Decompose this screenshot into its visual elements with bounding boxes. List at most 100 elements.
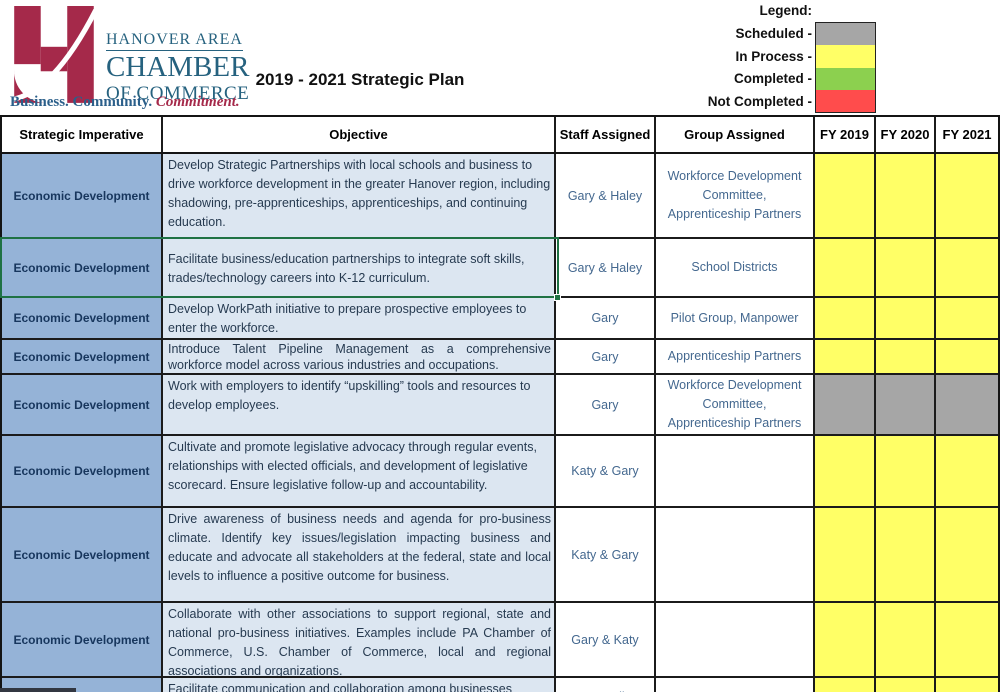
group-cell[interactable]: Workforce Development Committee, Apprent… — [656, 375, 815, 434]
imperative-cell[interactable]: Economic Development — [2, 298, 163, 338]
staff-cell[interactable]: Gary & Katy — [556, 603, 656, 676]
fy2019-status-cell[interactable] — [815, 298, 876, 338]
imperative-cell[interactable]: Economic Development — [2, 603, 163, 676]
staff-cell[interactable]: Gary & Haley — [556, 239, 656, 296]
logo-line-1: HANOVER AREA — [106, 32, 243, 51]
column-header-fy-2020[interactable]: FY 2020 — [876, 117, 936, 152]
fy2020-status-cell[interactable] — [876, 340, 936, 373]
fy2019-status-cell[interactable] — [815, 375, 876, 434]
legend-heading: Legend: — [759, 3, 813, 18]
imperative-cell[interactable]: Economic Development — [2, 375, 163, 434]
imperative-cell[interactable]: Economic Development — [2, 340, 163, 373]
column-header-fy-2019[interactable]: FY 2019 — [815, 117, 876, 152]
column-header-fy-2021[interactable]: FY 2021 — [936, 117, 998, 152]
table-row: Economic Development Introduce Talent Pip… — [2, 340, 998, 375]
imperative-cell[interactable]: Economic Development — [2, 436, 163, 506]
group-cell[interactable] — [656, 678, 815, 692]
logo-line-2: CHAMBER — [106, 51, 250, 83]
objective-cell[interactable]: Develop WorkPath initiative to prepare p… — [163, 298, 556, 338]
group-cell[interactable] — [656, 436, 815, 506]
table-header-row: Strategic Imperative Objective Staff Assig… — [2, 117, 998, 154]
fy2019-status-cell[interactable] — [815, 436, 876, 506]
table-row: Economic Development Develop Strategic Pa… — [2, 154, 998, 239]
group-cell[interactable]: Apprenticeship Partners — [656, 340, 815, 373]
objective-text: Develop Strategic Partnerships with loca… — [168, 158, 551, 229]
group-cell[interactable] — [656, 603, 815, 676]
fy2021-status-cell[interactable] — [936, 508, 998, 601]
staff-cell[interactable]: Gary, Emily & — [556, 678, 656, 692]
objective-cell[interactable]: Work with employers to identify “upskill… — [163, 375, 556, 434]
fy2020-status-cell[interactable] — [876, 375, 936, 434]
fy2019-status-cell[interactable] — [815, 508, 876, 601]
fy2020-status-cell[interactable] — [876, 508, 936, 601]
fy2020-status-cell[interactable] — [876, 154, 936, 237]
table-row: Economic Development Collaborate with oth… — [2, 603, 998, 678]
fy2021-status-cell[interactable] — [936, 239, 998, 296]
fy2020-status-cell[interactable] — [876, 603, 936, 676]
column-header-staff-assigned[interactable]: Staff Assigned — [556, 117, 656, 152]
logo-line-3: OF COMMERCE — [106, 83, 250, 104]
column-header-strategic-imperative[interactable]: Strategic Imperative — [2, 117, 163, 152]
staff-cell[interactable]: Gary — [556, 340, 656, 373]
objective-text: Work with employers to identify “upskill… — [168, 379, 531, 412]
imperative-cell[interactable]: Economic Development — [2, 508, 163, 601]
objective-cell[interactable]: Develop Strategic Partnerships with loca… — [163, 154, 556, 237]
fy2021-status-cell[interactable] — [936, 298, 998, 338]
fy2019-status-cell[interactable] — [815, 678, 876, 692]
staff-cell[interactable]: Katy & Gary — [556, 508, 656, 601]
objective-cell[interactable]: Cultivate and promote legislative advoca… — [163, 436, 556, 506]
table-row: Facilitate communication and collaborati… — [2, 678, 998, 692]
objective-cell[interactable]: Collaborate with other associations to s… — [163, 603, 556, 676]
fy2019-status-cell[interactable] — [815, 340, 876, 373]
fy2021-status-cell[interactable] — [936, 678, 998, 692]
objective-text: Collaborate with other associations to s… — [168, 607, 551, 676]
imperative-cell[interactable]: Economic Development — [2, 154, 163, 237]
fy2021-status-cell[interactable] — [936, 154, 998, 237]
imperative-cell[interactable]: Economic Development — [2, 239, 163, 296]
table-row: Economic Development Develop WorkPath ini… — [2, 298, 998, 340]
table-row: Economic Development Cultivate and promot… — [2, 436, 998, 508]
plan-title: 2019 - 2021 Strategic Plan — [255, 70, 465, 89]
selection-fill-handle[interactable] — [554, 294, 561, 301]
objective-cell[interactable]: Facilitate business/education partnershi… — [163, 239, 556, 296]
legend-label-in_process: In Process - — [735, 48, 812, 64]
group-cell[interactable] — [656, 508, 815, 601]
chamber-logo: HANOVER AREA CHAMBER OF COMMERCE Busines… — [10, 6, 420, 110]
objective-cell[interactable]: Facilitate communication and collaborati… — [163, 678, 556, 692]
staff-cell[interactable]: Gary — [556, 298, 656, 338]
legend-label-completed: Completed - — [733, 71, 812, 87]
banner: HANOVER AREA CHAMBER OF COMMERCE Busines… — [0, 0, 1000, 113]
objective-cell[interactable]: Introduce Talent Pipeline Management as … — [163, 340, 556, 373]
objective-text: Facilitate business/education partnershi… — [168, 251, 525, 285]
legend-label-not_completed: Not Completed - — [707, 94, 812, 110]
legend-swatch-not_completed — [816, 89, 875, 112]
table-body: Economic Development Develop Strategic Pa… — [2, 154, 998, 692]
fy2021-status-cell[interactable] — [936, 340, 998, 373]
group-cell[interactable]: School Districts — [656, 239, 815, 296]
staff-cell[interactable]: Gary — [556, 375, 656, 434]
tagline-blue: Business. Community. — [10, 94, 156, 110]
column-header-group-assigned[interactable]: Group Assigned — [656, 117, 815, 152]
group-cell[interactable]: Workforce Development Committee, Apprent… — [656, 154, 815, 237]
fy2019-status-cell[interactable] — [815, 154, 876, 237]
column-header-objective[interactable]: Objective — [163, 117, 556, 152]
fy2020-status-cell[interactable] — [876, 436, 936, 506]
chamber-logo-icon — [10, 6, 99, 103]
fy2019-status-cell[interactable] — [815, 603, 876, 676]
fy2021-status-cell[interactable] — [936, 603, 998, 676]
legend-swatch-scheduled — [816, 23, 875, 46]
fy2019-status-cell[interactable] — [815, 239, 876, 296]
fy2020-status-cell[interactable] — [876, 298, 936, 338]
staff-cell[interactable]: Gary & Haley — [556, 154, 656, 237]
tagline-red: Commitment. — [155, 94, 240, 110]
legend-swatches — [815, 22, 876, 113]
legend-label-scheduled: Scheduled - — [735, 25, 812, 41]
fy2021-status-cell[interactable] — [936, 375, 998, 434]
objective-cell[interactable]: Drive awareness of business needs and ag… — [163, 508, 556, 601]
staff-cell[interactable]: Katy & Gary — [556, 436, 656, 506]
fy2020-status-cell[interactable] — [876, 678, 936, 692]
fy2020-status-cell[interactable] — [876, 239, 936, 296]
group-cell[interactable]: Pilot Group, Manpower — [656, 298, 815, 338]
objective-text: Facilitate communication and collaborati… — [168, 682, 512, 692]
fy2021-status-cell[interactable] — [936, 436, 998, 506]
